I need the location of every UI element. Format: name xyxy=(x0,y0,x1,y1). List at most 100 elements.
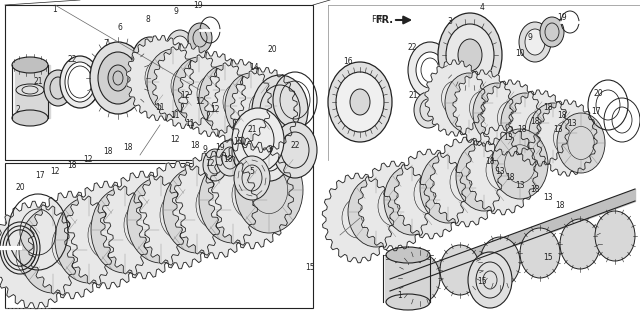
Polygon shape xyxy=(136,161,221,269)
Ellipse shape xyxy=(232,132,264,172)
Ellipse shape xyxy=(525,29,545,55)
Text: 13: 13 xyxy=(503,134,513,142)
Text: 18: 18 xyxy=(124,144,132,152)
Text: 18: 18 xyxy=(531,186,540,194)
Polygon shape xyxy=(467,125,538,215)
Text: 12: 12 xyxy=(205,158,215,168)
Text: 10: 10 xyxy=(515,49,525,59)
Ellipse shape xyxy=(414,92,442,128)
Text: 15: 15 xyxy=(305,262,315,272)
Text: 18: 18 xyxy=(543,104,553,112)
Ellipse shape xyxy=(234,156,270,200)
Bar xyxy=(5,163,313,308)
Bar xyxy=(5,5,313,160)
Text: 9: 9 xyxy=(203,146,207,154)
Ellipse shape xyxy=(55,197,123,283)
Text: 13: 13 xyxy=(567,119,577,129)
Text: 20: 20 xyxy=(593,89,603,98)
Text: 8: 8 xyxy=(146,15,150,25)
Ellipse shape xyxy=(60,56,100,108)
Text: 13: 13 xyxy=(553,125,563,135)
Ellipse shape xyxy=(173,57,225,123)
Text: 1: 1 xyxy=(52,5,58,14)
Ellipse shape xyxy=(386,294,430,310)
Polygon shape xyxy=(509,90,569,166)
Ellipse shape xyxy=(501,93,549,153)
Ellipse shape xyxy=(250,129,290,181)
Text: 13: 13 xyxy=(515,180,525,190)
Ellipse shape xyxy=(199,65,251,131)
Text: 15: 15 xyxy=(543,254,553,262)
Text: 15: 15 xyxy=(477,278,487,287)
Ellipse shape xyxy=(445,73,493,133)
Ellipse shape xyxy=(458,39,482,71)
Ellipse shape xyxy=(348,177,404,247)
Ellipse shape xyxy=(203,149,227,181)
Ellipse shape xyxy=(147,49,199,115)
Polygon shape xyxy=(209,141,294,249)
Text: 21: 21 xyxy=(247,125,257,135)
Text: 11: 11 xyxy=(156,104,164,112)
Text: 21: 21 xyxy=(408,90,418,100)
Text: 20: 20 xyxy=(267,45,277,54)
Text: 22: 22 xyxy=(67,55,77,65)
Ellipse shape xyxy=(12,110,48,126)
Text: 22: 22 xyxy=(291,141,300,151)
Ellipse shape xyxy=(557,113,605,173)
Text: 19: 19 xyxy=(193,2,203,10)
Polygon shape xyxy=(152,43,220,129)
Polygon shape xyxy=(29,191,113,299)
Polygon shape xyxy=(204,60,271,145)
Ellipse shape xyxy=(91,187,159,273)
Ellipse shape xyxy=(65,62,95,102)
Polygon shape xyxy=(425,60,485,136)
Polygon shape xyxy=(453,70,513,146)
Ellipse shape xyxy=(408,42,452,98)
Ellipse shape xyxy=(480,237,520,287)
Polygon shape xyxy=(65,181,150,289)
Ellipse shape xyxy=(163,167,231,253)
Ellipse shape xyxy=(108,65,128,91)
Ellipse shape xyxy=(560,219,600,269)
Text: 18: 18 xyxy=(517,125,527,135)
Text: 18: 18 xyxy=(505,174,515,182)
Polygon shape xyxy=(537,100,597,176)
Text: 18: 18 xyxy=(190,141,200,151)
Polygon shape xyxy=(430,137,502,227)
Polygon shape xyxy=(15,65,50,118)
Text: 18: 18 xyxy=(531,117,540,127)
Text: 12: 12 xyxy=(211,105,220,113)
Ellipse shape xyxy=(473,83,521,143)
Ellipse shape xyxy=(520,228,560,278)
Ellipse shape xyxy=(171,36,189,60)
Ellipse shape xyxy=(225,73,277,139)
Text: 17: 17 xyxy=(591,107,601,117)
Text: 12: 12 xyxy=(195,98,205,106)
Text: FR.: FR. xyxy=(375,15,393,25)
Ellipse shape xyxy=(336,72,384,132)
Text: 13: 13 xyxy=(543,193,553,203)
Text: 12: 12 xyxy=(51,168,60,176)
Polygon shape xyxy=(481,80,541,156)
Ellipse shape xyxy=(258,139,282,171)
Ellipse shape xyxy=(16,84,44,96)
Polygon shape xyxy=(323,173,394,263)
Polygon shape xyxy=(179,52,246,136)
Ellipse shape xyxy=(350,89,370,115)
Ellipse shape xyxy=(492,129,548,199)
Text: 9: 9 xyxy=(527,33,532,43)
Text: 9: 9 xyxy=(173,8,179,16)
Ellipse shape xyxy=(98,52,138,104)
Text: 12: 12 xyxy=(170,135,180,145)
Ellipse shape xyxy=(232,108,284,172)
Text: 12: 12 xyxy=(180,90,189,100)
Text: 19: 19 xyxy=(215,144,225,152)
Ellipse shape xyxy=(446,24,494,86)
Text: 18: 18 xyxy=(557,111,567,119)
Text: 11: 11 xyxy=(185,119,195,129)
Text: 10: 10 xyxy=(233,138,243,146)
Text: 18: 18 xyxy=(485,158,495,167)
Text: 18: 18 xyxy=(67,161,77,169)
Ellipse shape xyxy=(468,252,512,308)
Ellipse shape xyxy=(456,141,512,211)
